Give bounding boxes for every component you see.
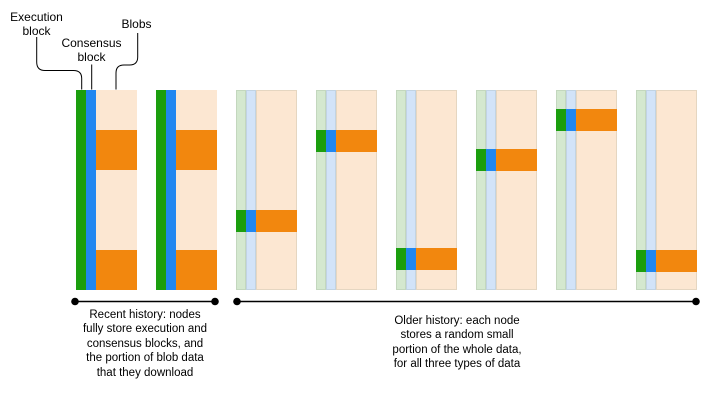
blob-data-strip bbox=[96, 90, 137, 290]
stored-consensus-sample bbox=[326, 130, 336, 152]
stored-sample-band bbox=[236, 210, 297, 232]
consensus-block-strip bbox=[86, 90, 96, 290]
execution-block-strip-faded bbox=[556, 90, 566, 290]
downloaded-blob-segment bbox=[96, 130, 137, 170]
consensus-block-strip-faded bbox=[566, 90, 576, 290]
stored-consensus-sample bbox=[246, 210, 256, 232]
execution-block-strip-faded bbox=[636, 90, 646, 290]
stored-execution-sample bbox=[476, 149, 486, 171]
consensus-block-strip-faded bbox=[326, 90, 336, 290]
execution-block-strip-faded bbox=[236, 90, 246, 290]
consensus-block-strip-faded bbox=[646, 90, 656, 290]
older-range-right-dot bbox=[692, 297, 700, 306]
node-column-older-6 bbox=[476, 90, 537, 290]
stored-sample-band bbox=[636, 250, 697, 272]
stored-execution-sample bbox=[556, 109, 566, 131]
stored-consensus-sample bbox=[566, 109, 576, 131]
stored-sample-band bbox=[316, 130, 377, 152]
blob-data-strip-faded bbox=[256, 90, 297, 290]
node-column-recent-1 bbox=[76, 90, 137, 290]
downloaded-blob-segment bbox=[176, 130, 217, 170]
recent-range-left-dot bbox=[71, 297, 79, 306]
consensus-block-strip-faded bbox=[406, 90, 416, 290]
execution-block-strip-faded bbox=[396, 90, 406, 290]
execution-block-label: Execution block bbox=[10, 10, 63, 38]
downloaded-blob-segment bbox=[176, 250, 217, 290]
node-column-recent-2 bbox=[156, 90, 217, 290]
older-history-caption: Older history: each node stores a random… bbox=[392, 315, 522, 371]
node-column-older-5 bbox=[396, 90, 457, 290]
consensus-block-strip-faded bbox=[486, 90, 496, 290]
node-column-older-3 bbox=[236, 90, 297, 290]
node-column-older-8 bbox=[636, 90, 697, 290]
node-column-older-4 bbox=[316, 90, 377, 290]
downloaded-blob-segment bbox=[96, 250, 137, 290]
stored-blob-sample bbox=[256, 210, 297, 232]
blob-data-strip-faded bbox=[336, 90, 377, 290]
older-range-left-dot bbox=[233, 297, 241, 306]
stored-execution-sample bbox=[236, 210, 246, 232]
blob-data-strip bbox=[176, 90, 217, 290]
stored-blob-sample bbox=[416, 248, 457, 270]
execution-block-strip bbox=[76, 90, 86, 290]
recent-history-caption: Recent history: nodes fully store execut… bbox=[82, 309, 208, 379]
stored-sample-band bbox=[556, 109, 617, 131]
stored-blob-sample bbox=[336, 130, 377, 152]
stored-blob-sample bbox=[576, 109, 617, 131]
stored-execution-sample bbox=[396, 248, 406, 270]
stored-execution-sample bbox=[316, 130, 326, 152]
consensus-block-strip-faded bbox=[246, 90, 256, 290]
stored-consensus-sample bbox=[406, 248, 416, 270]
stored-sample-band bbox=[396, 248, 457, 270]
execution-block-strip bbox=[156, 90, 166, 290]
stored-blob-sample bbox=[656, 250, 697, 272]
execution-block-strip-faded bbox=[316, 90, 326, 290]
consensus-block-label: Consensus block bbox=[61, 36, 122, 64]
stored-blob-sample bbox=[496, 149, 537, 171]
recent-range-right-dot bbox=[211, 297, 219, 306]
consensus-block-strip bbox=[166, 90, 176, 290]
stored-sample-band bbox=[476, 149, 537, 171]
blobs-label: Blobs bbox=[121, 17, 152, 31]
stored-consensus-sample bbox=[486, 149, 496, 171]
stored-execution-sample bbox=[636, 250, 646, 272]
stored-consensus-sample bbox=[646, 250, 656, 272]
node-column-older-7 bbox=[556, 90, 617, 290]
blob-data-strip-faded bbox=[496, 90, 537, 290]
execution-block-strip-faded bbox=[476, 90, 486, 290]
